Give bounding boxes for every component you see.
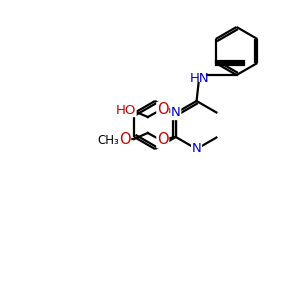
Text: N: N <box>192 142 201 155</box>
Text: HN: HN <box>190 71 209 85</box>
Text: N: N <box>171 106 181 119</box>
Text: O: O <box>157 103 169 118</box>
Text: O: O <box>119 133 130 148</box>
Text: CH₃: CH₃ <box>97 134 119 146</box>
Text: HO: HO <box>116 103 136 116</box>
Text: O: O <box>157 133 169 148</box>
